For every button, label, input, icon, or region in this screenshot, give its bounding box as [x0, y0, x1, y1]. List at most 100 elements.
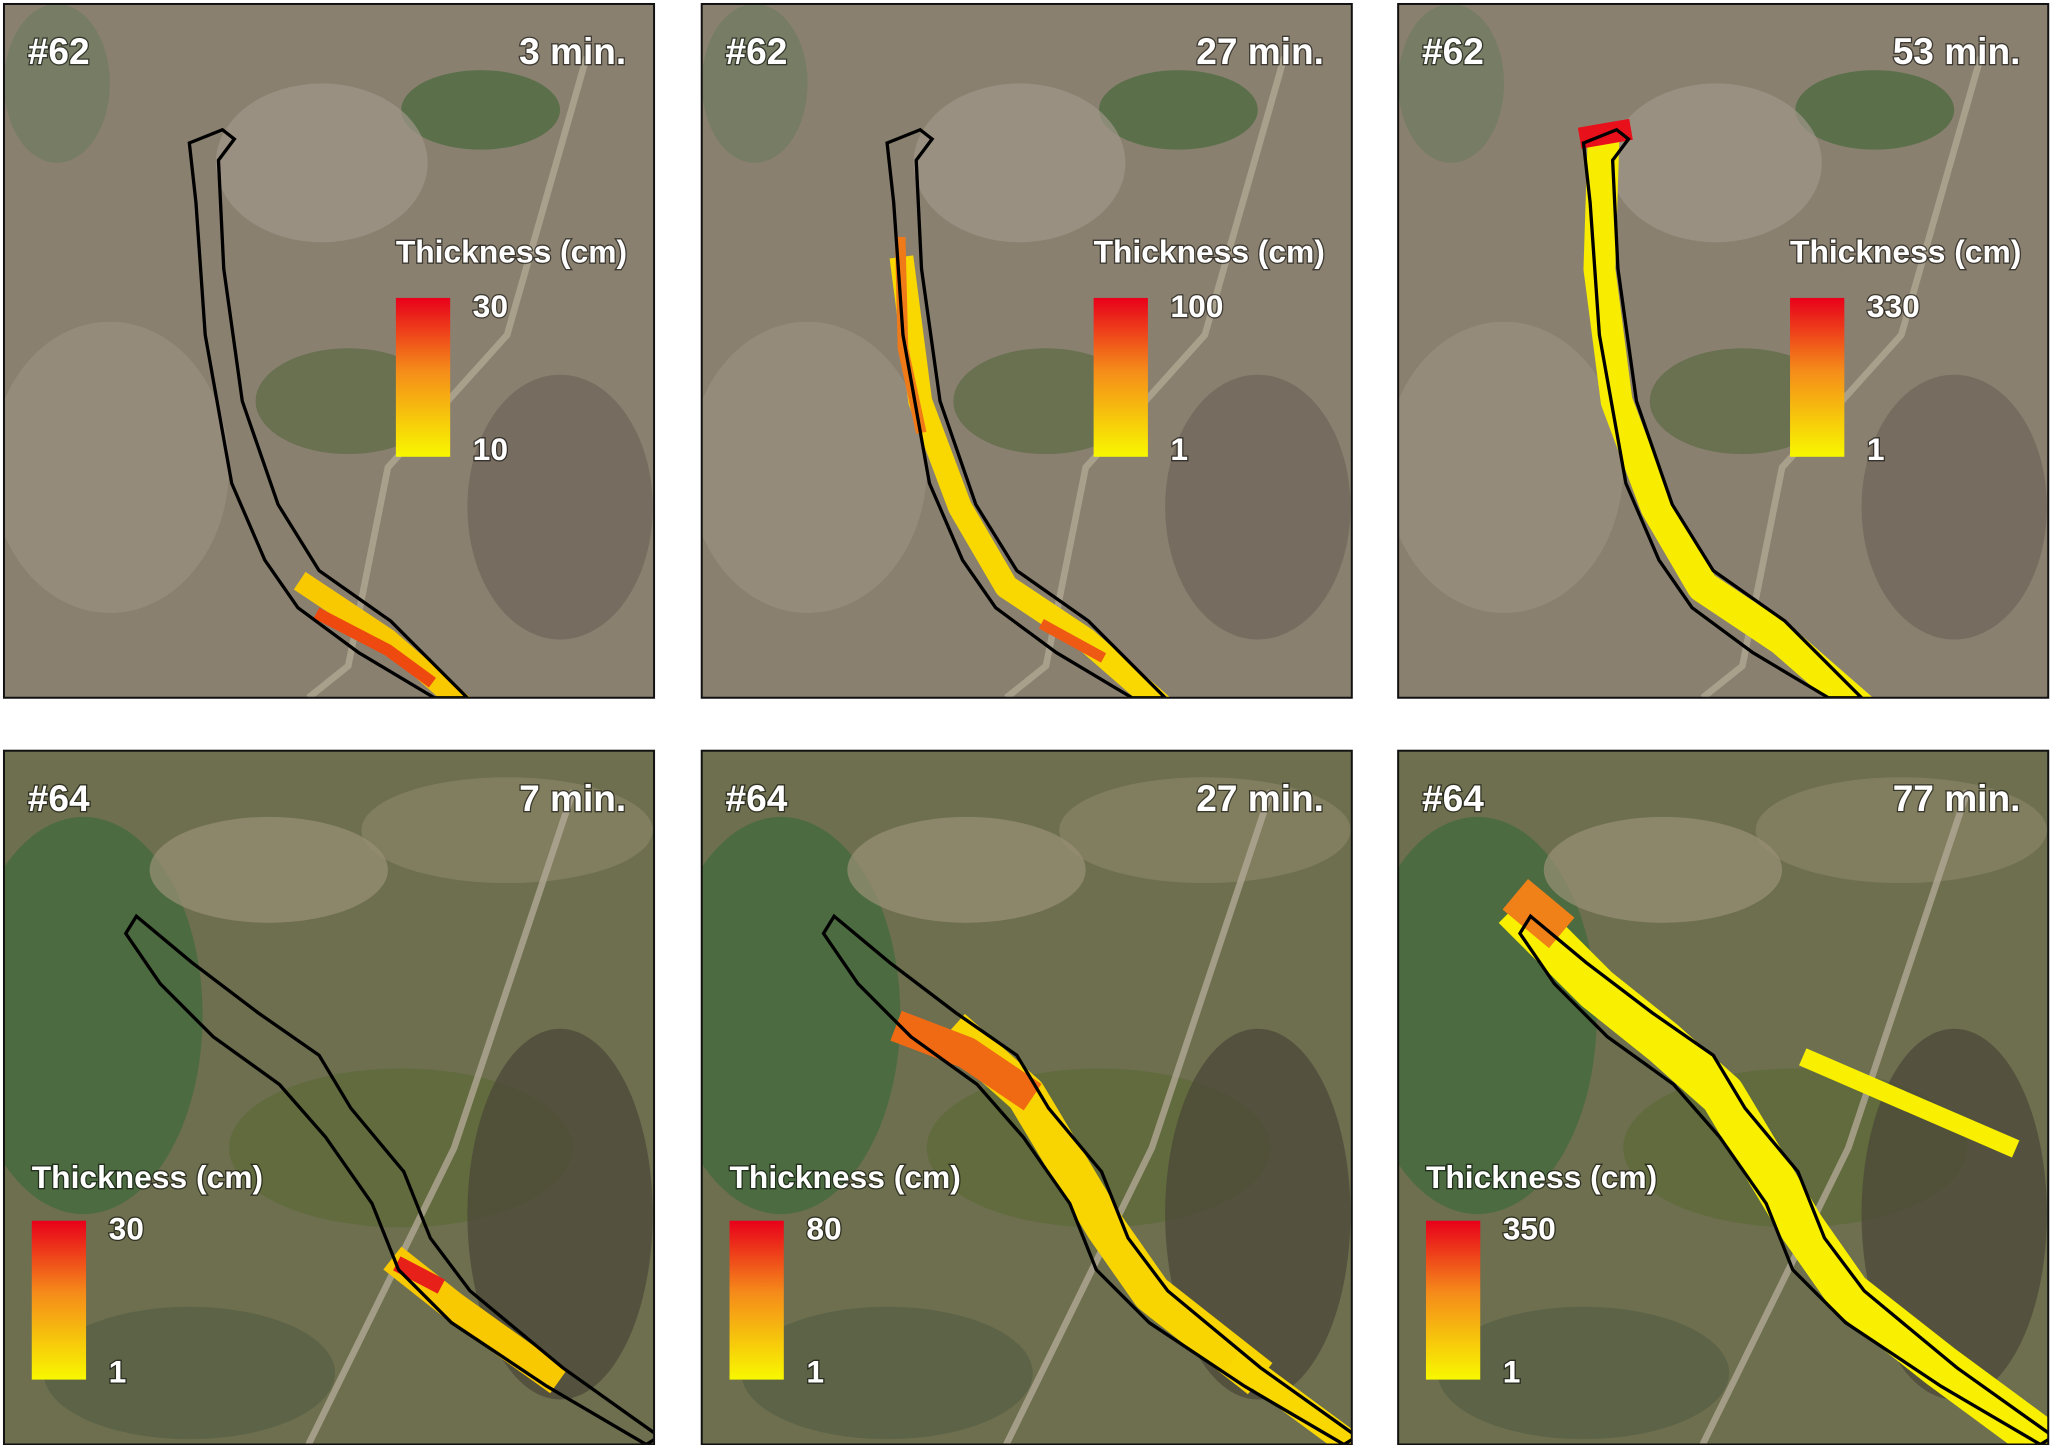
terrain-patch	[255, 348, 441, 455]
channel-outline	[123, 913, 655, 1445]
event-label: #62	[726, 30, 788, 72]
road	[1003, 789, 1275, 1445]
legend-title: Thickness (cm)	[32, 1159, 263, 1195]
legend-min: 1	[1867, 431, 1885, 467]
road	[306, 56, 590, 698]
panel-border	[2, 749, 656, 1445]
channel-outline	[885, 127, 1168, 698]
channel-outline	[1517, 913, 2049, 1445]
legend-min: 1	[1170, 431, 1188, 467]
legend-max: 330	[1867, 288, 1920, 324]
terrain-patch	[1861, 374, 2047, 640]
map-panel: #64 7 min. Thickness (cm) 30 1	[2, 749, 656, 1445]
terrain-patch	[401, 70, 561, 150]
time-label: 77 min.	[1893, 777, 2021, 819]
terrain-patch	[1861, 1028, 2047, 1400]
legend-gradient	[729, 1220, 784, 1380]
legend-title: Thickness (cm)	[1790, 234, 2021, 270]
flow-deposit	[313, 607, 436, 688]
terrain-patch	[1795, 70, 1955, 150]
terrain-patch	[1165, 1028, 1351, 1400]
flow-deposit	[1498, 890, 2049, 1445]
map-panel: #62 3 min. Thickness (cm) 30 10	[2, 2, 656, 699]
terrain-patch	[1543, 816, 1783, 923]
channel-outline	[821, 913, 1352, 1445]
legend-min: 1	[1503, 1354, 1521, 1390]
legend-max: 80	[806, 1211, 841, 1247]
terrain-patch	[1398, 3, 1505, 163]
map-panel: #64 77 min. Thickness (cm) 350 1	[1397, 749, 2050, 1445]
flow-deposit	[393, 1256, 445, 1294]
flow-deposit	[1799, 1048, 2020, 1158]
road	[1004, 56, 1288, 698]
terrain-patch	[1437, 1306, 1730, 1440]
terrain-patch	[3, 3, 110, 163]
legend-title: Thickness (cm)	[730, 1159, 961, 1195]
panel-border	[700, 2, 1353, 699]
event-label: #64	[1422, 777, 1484, 819]
event-label: #64	[726, 777, 788, 819]
time-label: 7 min.	[519, 777, 626, 819]
legend-min: 1	[109, 1354, 127, 1390]
time-label: 27 min.	[1196, 30, 1324, 72]
panel-border	[2, 2, 656, 699]
channel-outline	[1581, 127, 1864, 698]
terrain-patch	[847, 816, 1086, 923]
map-panel: #62 27 min. Thickness (cm) 100 1	[700, 2, 1353, 699]
road	[305, 789, 577, 1445]
legend-title: Thickness (cm)	[1094, 234, 1325, 270]
flow-deposit	[1038, 619, 1107, 663]
terrain-patch	[1755, 777, 2047, 884]
time-label: 3 min.	[519, 30, 626, 72]
terrain-patch	[467, 374, 653, 640]
legend-gradient	[1425, 1220, 1481, 1380]
map-panel: #62 53 min. Thickness (cm) 330 1	[1397, 2, 2050, 699]
legend-max: 30	[109, 1211, 144, 1247]
flow-deposit	[890, 1010, 1042, 1111]
terrain-patch	[149, 816, 388, 923]
legend-gradient	[31, 1220, 87, 1380]
legend-max: 100	[1170, 288, 1223, 324]
terrain-patch	[953, 348, 1139, 455]
terrain-patch	[3, 816, 203, 1215]
terrain-patch	[701, 3, 808, 163]
terrain-patch	[913, 83, 1126, 243]
panel-border	[1397, 2, 2050, 699]
terrain-patch	[1098, 70, 1258, 150]
terrain-patch	[701, 321, 927, 613]
terrain-patch	[467, 1028, 653, 1400]
terrain-patch	[1649, 348, 1836, 455]
panel-border	[1397, 749, 2050, 1445]
terrain-patch	[215, 83, 428, 243]
map-panel: #64 27 min. Thickness (cm) 80 1	[700, 749, 1353, 1445]
legend-title: Thickness (cm)	[1426, 1159, 1657, 1195]
flow-deposit	[1583, 126, 1874, 698]
flow-deposit	[1226, 1347, 1352, 1445]
event-label: #62	[28, 30, 90, 72]
road	[1700, 56, 1984, 698]
legend-min: 1	[806, 1354, 824, 1390]
panel-border	[700, 749, 1353, 1445]
terrain-patch	[1059, 777, 1351, 884]
terrain-patch	[1609, 83, 1822, 243]
legend-min: 10	[473, 431, 508, 467]
legend-gradient	[1790, 297, 1845, 457]
terrain-patch	[1398, 321, 1624, 613]
legend-max: 350	[1503, 1211, 1556, 1247]
legend-gradient	[395, 297, 451, 457]
terrain-patch	[741, 1306, 1033, 1440]
flow-deposit	[1502, 878, 1575, 949]
event-label: #62	[1422, 30, 1484, 72]
terrain-patch	[361, 777, 653, 884]
road	[1699, 789, 1971, 1445]
time-label: 27 min.	[1196, 777, 1324, 819]
terrain-patch	[701, 816, 901, 1215]
flow-deposit	[293, 571, 471, 698]
terrain-patch	[3, 321, 230, 613]
event-label: #64	[28, 777, 90, 819]
terrain-patch	[43, 1306, 335, 1440]
channel-outline	[187, 127, 470, 698]
time-label: 53 min.	[1893, 30, 2021, 72]
terrain-patch	[1165, 374, 1351, 640]
